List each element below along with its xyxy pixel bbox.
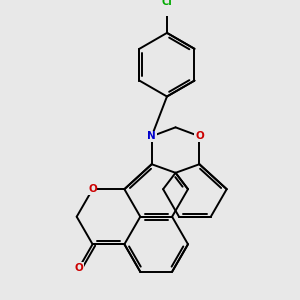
Text: O: O <box>88 184 97 194</box>
Text: O: O <box>75 263 83 273</box>
Text: Cl: Cl <box>162 0 172 8</box>
Text: O: O <box>195 131 204 141</box>
Text: N: N <box>147 131 156 141</box>
